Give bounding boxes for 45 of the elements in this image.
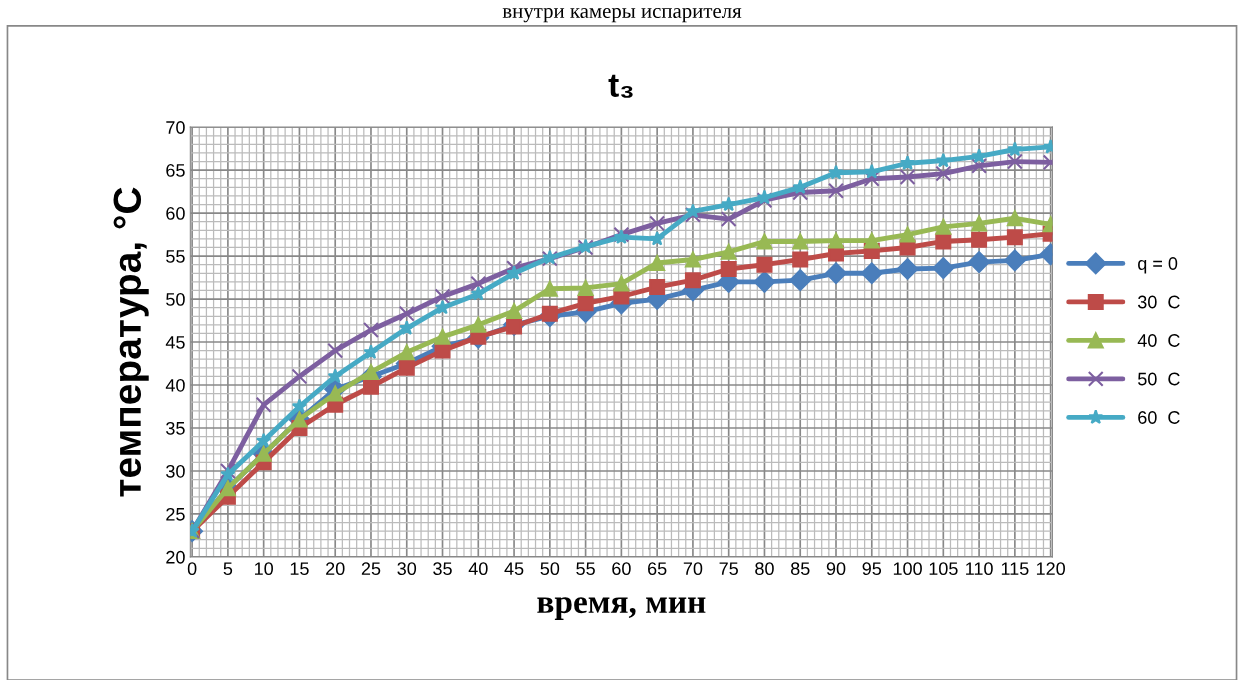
x-tick-label: 45 xyxy=(504,562,524,576)
x-tick-label: 20 xyxy=(326,562,345,576)
x-tick-label: 120 xyxy=(1036,562,1065,576)
y-tick-label: 55 xyxy=(166,250,185,263)
x-tick-label: 115 xyxy=(1001,562,1029,576)
y-tick-label: 20 xyxy=(166,550,185,564)
y-tick-label: 65 xyxy=(166,164,185,177)
y-tick-label: 30 xyxy=(166,464,185,478)
x-tick-label: 15 xyxy=(290,562,309,576)
x-tick-label: 80 xyxy=(755,562,774,576)
x-tick-label: 105 xyxy=(929,562,958,576)
x-tick-label: 90 xyxy=(826,562,846,576)
x-tick-label: 25 xyxy=(361,562,381,576)
x-tick-label: 65 xyxy=(648,562,667,576)
y-tick-label: 60 xyxy=(166,207,185,220)
x-axis-title: время, мин xyxy=(537,597,706,620)
legend-label: 60 C xyxy=(1138,411,1180,424)
x-tick-label: 95 xyxy=(862,562,882,576)
x-tick-label: 35 xyxy=(433,562,452,576)
y-axis-title: температура, °C xyxy=(113,187,149,497)
y-tick-label: 50 xyxy=(166,293,185,306)
x-tick-label: 110 xyxy=(966,562,993,576)
y-tick-label: 35 xyxy=(166,421,185,435)
x-tick-label: 85 xyxy=(790,562,810,576)
y-tick-label: 45 xyxy=(165,336,185,349)
chart-title: t₃ xyxy=(608,74,633,98)
y-tick-label: 25 xyxy=(166,507,185,521)
x-tick-label: 10 xyxy=(255,562,273,576)
x-tick-label: 30 xyxy=(397,562,417,576)
x-tick-label: 0 xyxy=(187,562,197,576)
text: внутри камеры испарителя xyxy=(502,7,742,23)
x-tick-label: 70 xyxy=(683,562,703,576)
x-tick-label: 5 xyxy=(223,562,233,576)
legend-label: q = 0 xyxy=(1138,257,1178,274)
x-tick-label: 50 xyxy=(540,562,560,576)
x-tick-label: 40 xyxy=(468,562,488,576)
y-tick-label: 70 xyxy=(166,121,185,134)
legend-label: 50 C xyxy=(1138,372,1180,386)
y-tick-label: 40 xyxy=(165,378,185,392)
x-tick-label: 75 xyxy=(719,562,738,576)
legend-label: 40 C xyxy=(1137,334,1180,347)
x-tick-label: 100 xyxy=(893,562,922,576)
x-tick-label: 55 xyxy=(576,562,595,576)
x-tick-label: 60 xyxy=(612,562,631,576)
legend-label: 30 C xyxy=(1137,295,1180,309)
